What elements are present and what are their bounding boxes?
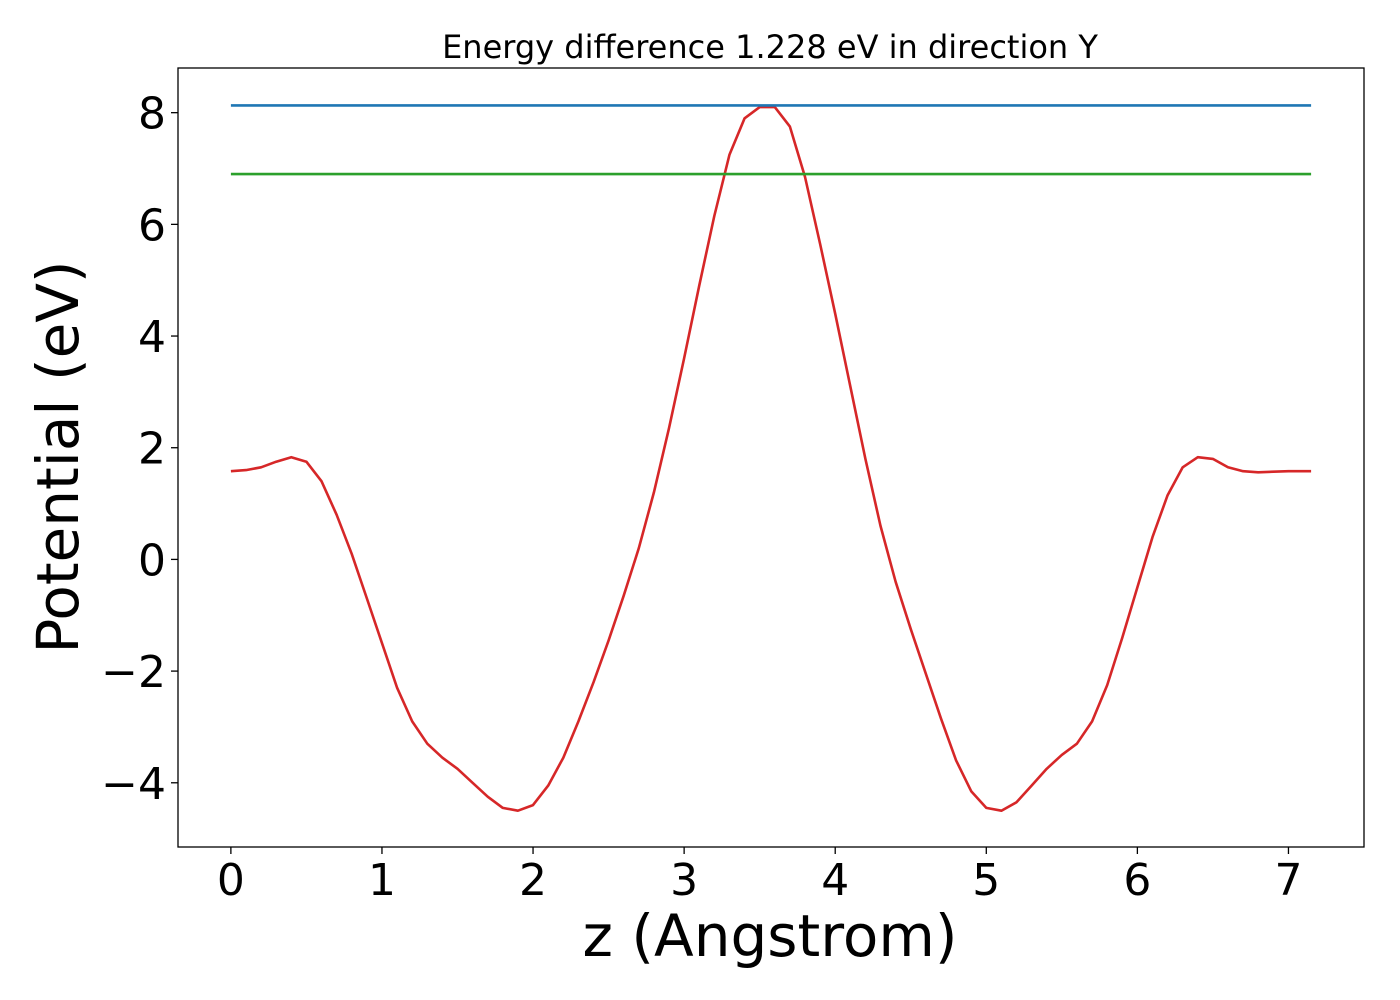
- plot-frame: [177, 67, 1365, 848]
- y-axis-label: Potential (eV): [24, 260, 92, 653]
- y-tick-label: 6: [138, 200, 166, 251]
- chart-title: Energy difference 1.228 eV in direction …: [442, 28, 1098, 66]
- y-tick-label: −4: [101, 759, 166, 810]
- x-axis-ticks: 0 1 2 3 4 5 6 7: [217, 847, 1302, 906]
- x-axis-label: z (Angstrom): [583, 902, 958, 970]
- x-tick-label: 4: [821, 855, 849, 906]
- x-tick-label: 6: [1123, 855, 1151, 906]
- series-line-1: [230, 105, 1312, 813]
- x-tick-label: 0: [217, 855, 245, 906]
- series-layer: [230, 104, 1312, 813]
- y-tick-label: 2: [138, 424, 166, 475]
- y-tick-label: 4: [138, 312, 166, 363]
- x-tick-label: 3: [670, 855, 698, 906]
- x-tick-label: 5: [972, 855, 1000, 906]
- y-tick-label: 8: [138, 89, 166, 140]
- y-axis-ticks: −4 −2 0 2 4 6 8: [101, 89, 178, 810]
- x-tick-label: 2: [519, 855, 547, 906]
- y-tick-label: −2: [101, 647, 166, 698]
- x-tick-label: 7: [1274, 855, 1302, 906]
- y-tick-label: 0: [138, 535, 166, 586]
- x-tick-label: 1: [368, 855, 396, 906]
